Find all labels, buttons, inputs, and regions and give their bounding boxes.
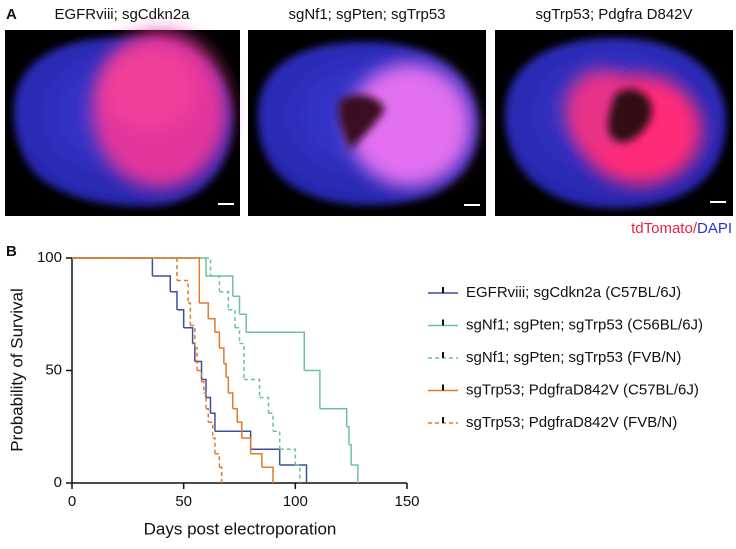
legend-marker [442,417,444,423]
survival-step [261,466,274,483]
survival-step [235,327,241,344]
survival-step [243,378,261,398]
survival-step [319,408,348,427]
microscopy-image [495,30,733,216]
survival-step [188,302,192,326]
survival-step [194,347,198,371]
legend-marker [442,319,444,326]
survival-chart: B Probability of Survival Days post elec… [6,243,703,539]
survival-step [250,453,263,468]
survival-step [183,327,194,344]
survival-step [246,331,306,371]
legend-marker [442,287,444,293]
legend-label: sgNf1; sgPten; sgTrp53 (C56BL/6J) [466,316,703,333]
survival-step [228,309,236,328]
x-tick-label: 100 [283,493,308,510]
survival-step [348,444,352,465]
survival-step [295,464,301,483]
survival-step [237,421,243,438]
survival-step [203,392,207,409]
survival-step [273,430,281,450]
survival-step [241,437,252,454]
survival-step [212,437,216,454]
survival-step [346,426,350,445]
y-axis-title: Probability of Survival [7,288,26,451]
survival-step [199,302,209,319]
survival-step [210,412,216,432]
survival-step [259,396,270,414]
survival-step [304,369,321,409]
legend-label: sgNf1; sgPten; sgTrp53 (FVB/N) [466,349,681,366]
stain-label-part: tdTomato [631,220,693,237]
y-tick-label: 50 [45,361,62,378]
survival-step [170,291,178,310]
survival-step [206,275,234,297]
survival-step [228,392,234,409]
x-tick-label: 0 [68,493,76,510]
survival-step [190,324,196,348]
survival-step [208,421,214,438]
survival-step [226,376,230,393]
survival-step [279,464,308,483]
survival-step [210,275,221,292]
image-title: sgTrp53; Pdgfra D842V [535,6,692,23]
x-axis-title: Days post electroporation [144,519,337,538]
survival-step [214,453,221,468]
stain-label-part: DAPI [697,220,732,237]
survival-step [208,318,216,333]
legend-label: EGFRviii; sgCdkn2a (C57BL/6J) [466,284,681,301]
survival-step [239,342,245,380]
survival-step [351,464,359,483]
y-tick-label: 0 [54,474,62,491]
stain-legend: tdTomato/DAPI [631,220,732,237]
survival-step [232,295,241,315]
panel-label: B [6,243,17,260]
panel-label: A [6,6,17,23]
image-title: EGFRviii; sgCdkn2a [54,6,190,23]
survival-step [232,408,239,423]
survival-step [214,430,252,450]
survival-step [279,448,297,465]
image-title: sgNf1; sgPten; sgTrp53 [288,6,445,23]
survival-step [176,279,189,303]
survival-step [72,257,178,281]
legend-marker [442,352,444,358]
survival-step [219,347,225,364]
stain-label-part: / [693,220,698,237]
x-tick-label: 150 [394,493,419,510]
survival-step [72,257,154,276]
survival-step [223,363,227,378]
survival-step [201,381,205,393]
microscopy-image [5,30,240,216]
survival-step [268,412,274,432]
survival-step [152,275,172,292]
x-tick-label: 50 [175,493,192,510]
y-tick-label: 100 [37,249,62,266]
legend-marker [442,384,444,391]
survival-step [206,396,212,414]
survival-step [72,257,207,276]
microscopy-image [248,30,486,216]
survival-step [250,448,281,465]
survival-step [219,291,230,310]
survival-step [219,466,223,483]
survival-step [176,309,185,328]
survival-step [239,313,247,333]
survival-step [214,331,221,348]
legend-label: sgTrp53; PdgfraD842V (FVB/N) [466,414,677,431]
survival-step [72,257,212,276]
survival-step [201,378,207,398]
survival-step [197,369,203,382]
legend-label: sgTrp53; PdgfraD842V (C57BL/6J) [466,381,699,398]
survival-step [192,342,196,362]
survival-step [206,408,209,423]
